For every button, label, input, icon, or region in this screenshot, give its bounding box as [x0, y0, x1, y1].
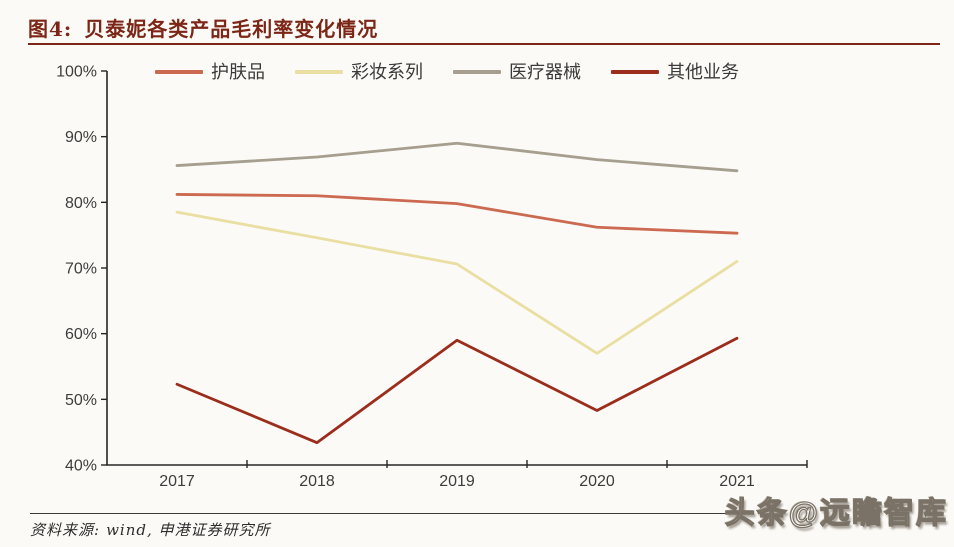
legend-swatch [453, 70, 501, 74]
legend-item-0: 护肤品 [155, 63, 265, 81]
x-axis-label: 2020 [579, 473, 615, 490]
figure-number-label: 图4: [28, 17, 73, 41]
legend-swatch [155, 70, 203, 74]
chart-axes [106, 71, 807, 466]
y-axis-label: 100% [56, 64, 97, 81]
y-axis-label: 80% [65, 195, 97, 212]
y-axis-label: 50% [65, 392, 97, 409]
figure-header: 图4: 贝泰妮各类产品毛利率变化情况 [28, 13, 378, 42]
legend-swatch [611, 70, 659, 74]
watermark: 头条@远瞻智库 [724, 496, 948, 530]
legend-label: 彩妆系列 [351, 62, 423, 82]
y-axis-label: 40% [65, 458, 97, 475]
legend-item-2: 医疗器械 [453, 63, 581, 81]
y-axis-label: 60% [65, 326, 97, 343]
y-axis-label: 70% [65, 261, 97, 278]
title-divider [28, 43, 940, 45]
x-axis-label: 2019 [439, 473, 475, 490]
legend-label: 其他业务 [667, 62, 739, 82]
x-axis-label: 2017 [159, 473, 195, 490]
legend-label: 护肤品 [211, 62, 265, 82]
source-label: 资料来源: [30, 521, 101, 539]
legend-item-1: 彩妆系列 [295, 63, 423, 81]
figure-title: 贝泰妮各类产品毛利率变化情况 [84, 17, 379, 41]
series-line-0 [175, 193, 739, 235]
legend-swatch [295, 70, 343, 74]
x-axis-label: 2021 [719, 473, 755, 490]
series-line-2 [175, 141, 739, 173]
series-line-1 [175, 210, 739, 355]
chart-legend: 护肤品 彩妆系列 医疗器械 其他业务 [155, 63, 739, 81]
series-line-3 [175, 336, 739, 445]
source-text: wind, 申港证券研究所 [106, 521, 271, 539]
legend-item-3: 其他业务 [611, 63, 739, 81]
y-axis-label: 90% [65, 129, 97, 146]
x-axis-label: 2018 [299, 473, 335, 490]
source-divider [30, 513, 734, 514]
source-note: 资料来源: wind, 申港证券研究所 [30, 519, 271, 540]
legend-label: 医疗器械 [509, 62, 581, 82]
